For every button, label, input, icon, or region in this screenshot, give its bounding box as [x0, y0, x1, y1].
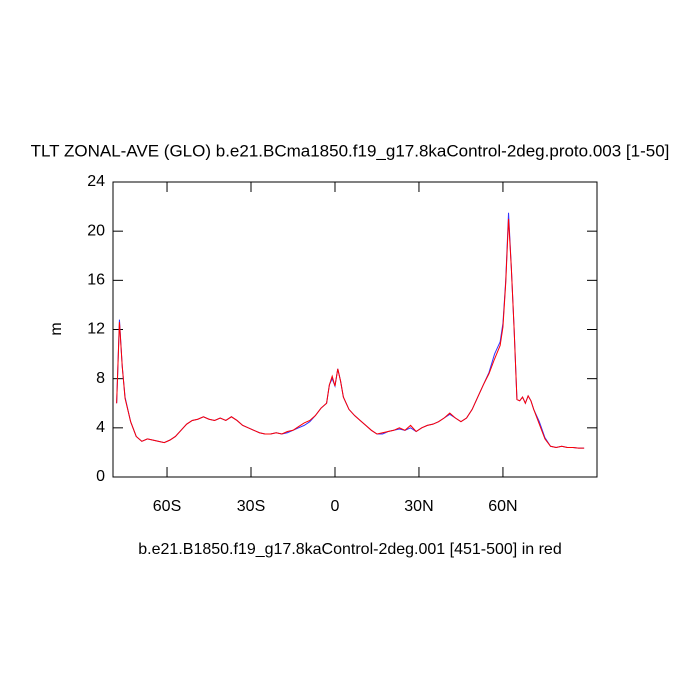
y-tick-label: 20: [87, 222, 105, 239]
y-tick-label: 4: [96, 419, 105, 436]
plot-frame: [112, 181, 598, 478]
y-tick-label: 8: [96, 370, 105, 387]
chart-title: TLT ZONAL-AVE (GLO) b.e21.BCma1850.f19_g…: [31, 141, 670, 160]
x-tick-label: 30N: [404, 498, 433, 515]
x-axis-label: b.e21.B1850.f19_g17.8kaControl-2deg.001 …: [138, 541, 561, 558]
y-tick-label: 16: [87, 272, 105, 289]
series-line: [116, 218, 585, 449]
x-tick-label: 60N: [488, 498, 517, 515]
x-tick-label: 0: [331, 498, 340, 515]
y-axis-label: m: [48, 322, 65, 335]
x-tick-label: 30S: [237, 498, 265, 515]
y-tick-label: 24: [87, 173, 105, 190]
x-tick-label: 60S: [153, 498, 181, 515]
y-tick-label: 0: [96, 468, 105, 485]
y-tick-label: 12: [87, 321, 105, 338]
